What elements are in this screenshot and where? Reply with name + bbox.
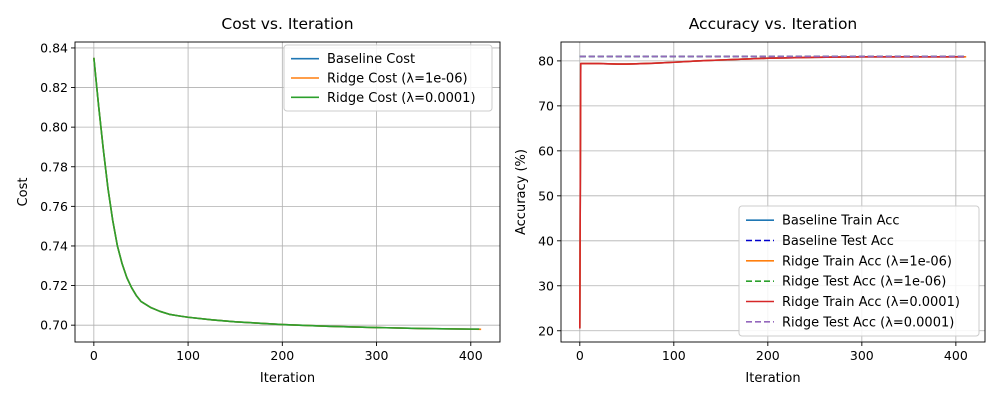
chart-2-y-tick-label: 40 bbox=[538, 233, 554, 248]
chart-2-legend-label: Ridge Test Acc (λ=1e-06) bbox=[782, 275, 946, 290]
chart-1-x-tick-label: 0 bbox=[90, 348, 98, 363]
chart-2-legend: Baseline Train Acc Baseline Test Acc Ridge… bbox=[738, 205, 980, 337]
chart-2-y-tick-label: 30 bbox=[538, 278, 554, 293]
chart-2-y-tick-label: 80 bbox=[538, 53, 554, 68]
chart-2-legend-label: Ridge Train Acc (λ=1e-06) bbox=[782, 254, 952, 269]
chart-2-legend-label: Baseline Test Acc bbox=[782, 234, 894, 249]
chart-2-axes-frame bbox=[560, 41, 986, 343]
chart-1-y-tick-label: 0.74 bbox=[40, 238, 68, 253]
chart-1-y-tick-label: 0.72 bbox=[40, 278, 68, 293]
chart-1-legend-label: Ridge Cost (λ=1e-06) bbox=[327, 72, 468, 87]
chart-2-legend-label: Ridge Test Acc (λ=0.0001) bbox=[782, 315, 954, 330]
chart-2-legend-label: Ridge Train Acc (λ=0.0001) bbox=[782, 295, 960, 310]
chart-2-x-tick-label: 300 bbox=[850, 348, 874, 363]
chart-2-y-tick-label: 50 bbox=[538, 188, 554, 203]
chart-2: 0 100 200 300 400 20 30 40 50 60 70 80 Accuracy vs. … bbox=[514, 15, 986, 386]
chart-2-legend-box bbox=[738, 205, 980, 337]
chart-2-x-tick-label: 0 bbox=[576, 348, 584, 363]
chart-2-x-tick-label: 100 bbox=[662, 348, 686, 363]
chart-2-x-tick-label: 200 bbox=[756, 348, 780, 363]
chart-2-y-tick-label: 70 bbox=[538, 98, 554, 113]
chart-2-x-tick-label: 400 bbox=[944, 348, 968, 363]
chart-1-legend-box bbox=[283, 44, 493, 112]
chart-1-y-tick-label: 0.80 bbox=[40, 120, 68, 135]
chart-1-y-tick-label: 0.76 bbox=[40, 199, 68, 214]
chart-2-y-tick-label: 60 bbox=[538, 143, 554, 158]
chart-2-x-axis-label: Iteration bbox=[745, 371, 800, 386]
chart-1-y-tick-label: 0.78 bbox=[40, 159, 68, 174]
chart-2-y-tick-label: 20 bbox=[538, 323, 554, 338]
chart-1-series-line-3 bbox=[93, 57, 480, 330]
chart-1-legend: Baseline Cost Ridge Cost (λ=1e-06) Ridge C… bbox=[283, 44, 493, 112]
chart-2-title: Accuracy vs. Iteration bbox=[689, 15, 858, 33]
chart-1-x-tick-label: 100 bbox=[176, 348, 200, 363]
chart-1-x-axis-label: Iteration bbox=[260, 371, 315, 386]
chart-1-legend-label: Baseline Cost bbox=[327, 52, 415, 67]
chart-1-y-tick-label: 0.82 bbox=[40, 80, 68, 95]
chart-1: 0 100 200 300 400 0.70 0.72 0.74 0.76 0.78 0.80 0.8… bbox=[16, 15, 501, 386]
chart-1-x-tick-label: 400 bbox=[459, 348, 483, 363]
chart-1-title: Cost vs. Iteration bbox=[221, 15, 353, 33]
chart-1-y-axis-label: Cost bbox=[16, 178, 31, 207]
chart-1-y-tick-label: 0.70 bbox=[40, 318, 68, 333]
chart-1-x-tick-label: 300 bbox=[365, 348, 389, 363]
chart-1-y-tick-label: 0.84 bbox=[40, 40, 68, 55]
chart-1-axes-frame bbox=[74, 41, 501, 343]
chart-2-legend-label: Baseline Train Acc bbox=[782, 214, 900, 229]
chart-1-x-tick-label: 200 bbox=[270, 348, 294, 363]
chart-1-legend-label: Ridge Cost (λ=0.0001) bbox=[327, 91, 476, 106]
chart-2-y-axis-label: Accuracy (%) bbox=[514, 149, 529, 235]
